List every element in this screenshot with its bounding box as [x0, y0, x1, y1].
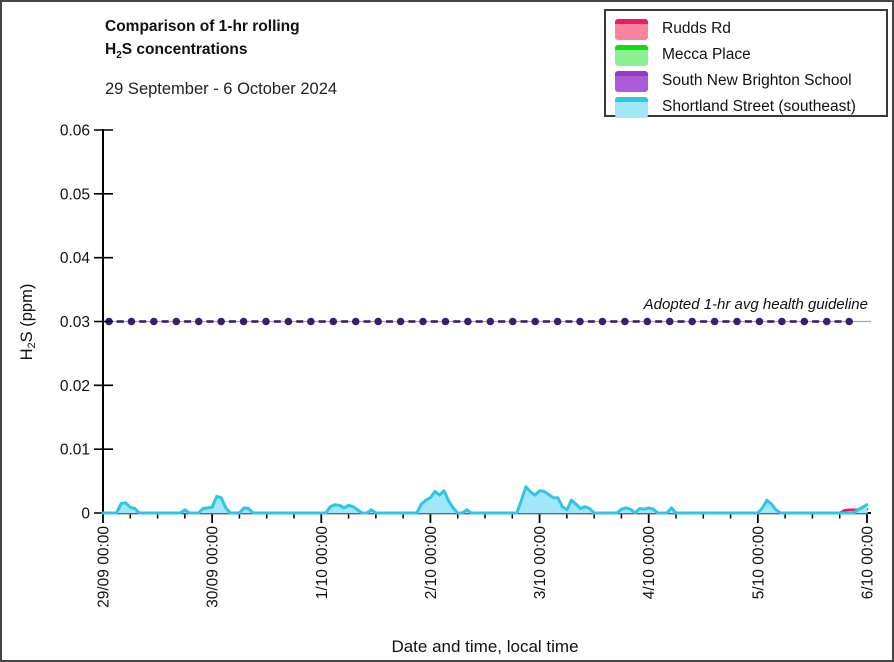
chart-subtitle: 29 September - 6 October 2024 [105, 80, 338, 99]
guideline-dot [374, 317, 382, 326]
guideline-dot [576, 317, 584, 326]
y-tick-label: 0.05 [60, 186, 90, 203]
x-tick-label: 30/09 00:00 [205, 526, 222, 608]
y-tick-label: 0.04 [60, 250, 91, 267]
guideline-dot [845, 317, 853, 326]
ylabel-sub2: 2 [26, 342, 38, 348]
y-tick-label: 0.01 [60, 442, 90, 459]
guideline-dot [710, 317, 719, 326]
legend-swatch-shortland-street-southeast [615, 96, 648, 118]
legend-swatch-mecca-place [615, 44, 648, 66]
x-tick-label: 5/10 00:00 [750, 526, 767, 600]
guideline-dot [553, 317, 562, 326]
chart-title-block: Comparison of 1-hr rolling H2S concentra… [105, 15, 337, 99]
guideline-dot [441, 317, 450, 326]
guideline-dot [464, 317, 472, 326]
y-tick-label: 0.03 [60, 314, 90, 331]
guideline-dot [733, 317, 741, 326]
guideline-dot [643, 317, 652, 326]
guideline-dot [150, 317, 158, 326]
guideline-dot [239, 317, 248, 326]
guideline-dot [621, 317, 629, 326]
guideline-dot [688, 317, 696, 326]
guideline-dot [217, 317, 225, 326]
guideline-dot [172, 317, 181, 326]
guideline-dot [508, 317, 517, 326]
y-tick-label: 0.02 [60, 378, 90, 395]
ylabel-rest: S (ppm) [18, 284, 36, 343]
series-line-shortland-street-southeast [101, 485, 869, 515]
x-tick-label: 3/10 00:00 [532, 526, 549, 600]
x-tick-label: 4/10 00:00 [641, 526, 658, 600]
guideline-dot [665, 317, 674, 326]
y-tick-label: 0.06 [60, 123, 90, 140]
guideline-dot [329, 317, 338, 326]
guideline-dot [307, 317, 315, 326]
guideline-dot [822, 317, 831, 326]
x-axis-title: Date and time, local time [391, 637, 578, 656]
title-sub2: 2 [116, 50, 122, 62]
x-tick-label: 2/10 00:00 [423, 526, 440, 600]
legend-label: Shortland Street (southeast) [662, 98, 856, 115]
legend-item-shortland-street-southeast: Shortland Street (southeast) [615, 94, 886, 120]
ylabel-h: H [18, 348, 36, 360]
guideline-dot [755, 317, 764, 326]
guideline-dot [194, 317, 203, 326]
guideline-dot [800, 317, 809, 326]
legend-item-south-new-brighton-school: South New Brighton School [615, 68, 886, 94]
x-tick-label: 6/10 00:00 [860, 526, 877, 600]
legend-swatch-rudds-rd [615, 18, 648, 40]
series-area-shortland-street-southeast [103, 486, 867, 513]
chart-title-line1: Comparison of 1-hr rolling [105, 18, 300, 35]
chart-title-line2: H2S concentrations [105, 38, 337, 67]
legend-item-rudds-rd: Rudds Rd [615, 16, 886, 42]
guideline-dot [531, 317, 539, 326]
legend-item-mecca-place: Mecca Place [615, 42, 886, 68]
guideline-dot [284, 317, 293, 326]
guideline-dot [486, 317, 495, 326]
y-tick-label: 0 [81, 506, 90, 523]
guideline-dot [262, 317, 270, 326]
legend-label: South New Brighton School [662, 72, 852, 89]
title-h: H [105, 41, 117, 58]
guideline-dot [127, 317, 136, 326]
guideline-dot [419, 317, 427, 326]
guideline-dot [351, 317, 360, 326]
legend-swatch-south-new-brighton-school [615, 70, 648, 92]
title-rest: S concentrations [121, 41, 248, 58]
guideline-label: Adopted 1-hr avg health guideline [643, 296, 868, 313]
legend-box: Rudds Rd Mecca Place South New Brighton Sc… [604, 9, 888, 120]
legend-label: Mecca Place [662, 46, 751, 63]
legend-label: Rudds Rd [662, 20, 731, 37]
guideline-dot [598, 317, 607, 326]
guideline-dot [778, 317, 786, 326]
y-axis-title: H2S (ppm) [18, 284, 38, 361]
guideline-dot [396, 317, 405, 326]
x-tick-label: 29/09 00:00 [96, 526, 113, 608]
x-tick-label: 1/10 00:00 [314, 526, 331, 600]
